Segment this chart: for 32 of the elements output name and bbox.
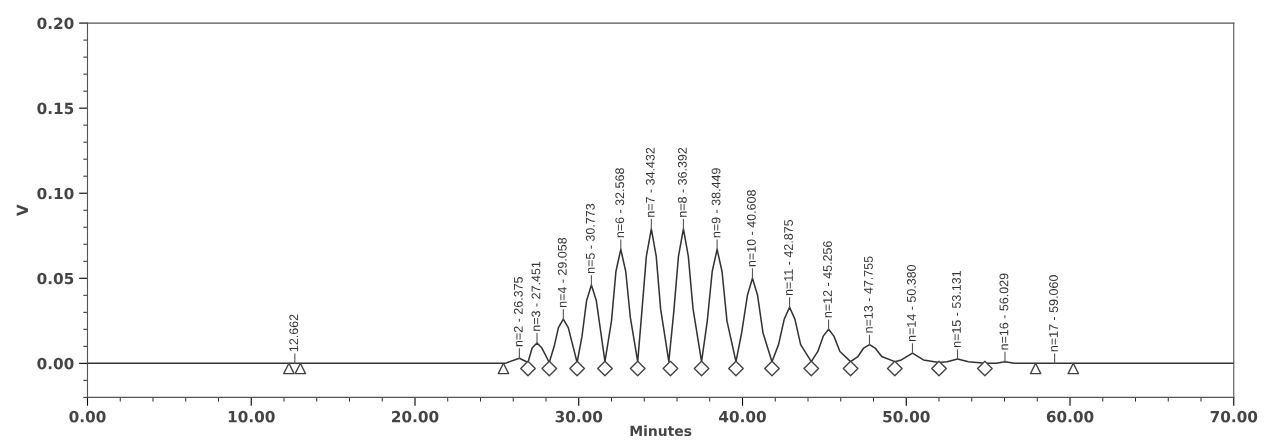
annotation: n=5 - 30.773 [585,203,595,274]
annotation: n=6 - 32.568 [615,168,625,238]
y-tick-label: 0.00 [37,357,74,370]
x-tick-label: 30.00 [555,410,603,423]
x-tick-label: 10.00 [228,410,275,423]
annotation: n=13 - 47.755 [864,256,873,333]
annotation: n=10 - 40.608 [746,190,756,267]
x-tick-label: 20.00 [392,410,439,423]
y-tick-label: 0.20 [37,17,74,30]
annotation: n=17 - 59.060 [1049,275,1058,352]
y-tick-label: 0.05 [37,272,74,285]
x-tick-label: 0.00 [69,410,106,423]
x-tick-label: 40.00 [719,410,766,423]
annotation: n=7 - 34.432 [645,147,655,217]
annotation: n=11 - 42.875 [784,219,793,296]
annotation: n=4 - 29.058 [557,237,567,308]
y-tick-label: 0.15 [37,102,74,115]
annotation: n=15 - 53.131 [952,270,961,348]
annotation: 12.662 [289,314,299,352]
annotation: n=8 - 36.392 [677,147,687,217]
annotation: n=16 - 56.029 [999,273,1009,350]
x-tick-label: 60.00 [1046,410,1094,423]
annotation: n=14 - 50.380 [906,264,916,342]
annotation: n=9 - 38.449 [711,168,721,238]
x-axis-title: Minutes [630,425,692,437]
y-axis-title: V [16,204,28,217]
y-tick-label: 0.10 [37,187,74,200]
annotation: n=12 - 45.256 [823,241,832,318]
annotation: n=2 - 26.375 [513,277,523,347]
x-tick-label: 50.00 [883,410,930,423]
annotation: n=3 - 27.451 [531,261,541,331]
x-tick-label: 70.00 [1210,410,1258,423]
